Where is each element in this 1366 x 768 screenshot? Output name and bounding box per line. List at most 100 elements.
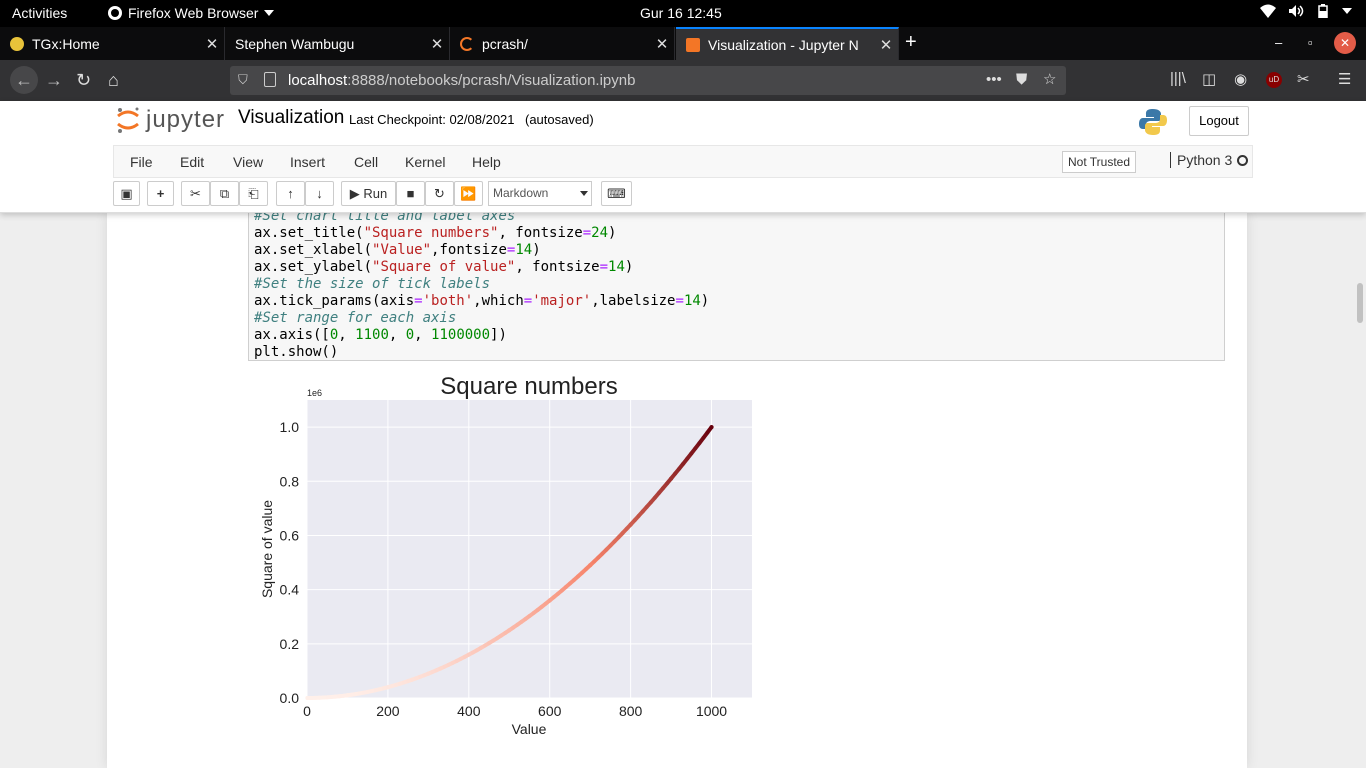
x-tick-label: 1000 [696, 703, 727, 719]
reload-icon[interactable]: ↻ [76, 70, 92, 90]
close-icon[interactable]: ✕ [205, 35, 219, 53]
data-point [547, 598, 552, 603]
notebook-name[interactable]: Visualization [238, 107, 345, 128]
y-tick-label: 0.2 [280, 636, 300, 652]
browser-nav-bar: ← → ↻ ⌂ ⛉ localhost:8888/notebooks/pcras… [0, 60, 1366, 101]
jupyter-favicon-icon [460, 36, 474, 51]
code-editor[interactable]: #Set chart title and label axes ax.set_t… [254, 210, 710, 360]
url-bar[interactable]: ⛉ localhost:8888/notebooks/pcrash/Visual… [230, 66, 1066, 95]
extension-icon[interactable]: ✂ [1297, 71, 1310, 88]
account-icon[interactable]: ◉ [1234, 71, 1248, 88]
close-icon[interactable]: ✕ [655, 35, 669, 53]
page-info-icon[interactable] [264, 72, 276, 87]
cell-type-select[interactable]: Markdown [488, 181, 592, 206]
y-tick-label: 0.6 [280, 527, 300, 543]
window-close-icon[interactable]: ✕ [1334, 32, 1356, 54]
data-point [385, 685, 390, 690]
jupyter-header: jupyter Visualization Last Checkpoint: 0… [0, 101, 1366, 213]
clock[interactable]: Gur 16 12:45 [640, 5, 722, 21]
bookmark-star-icon[interactable]: ☆ [1043, 71, 1057, 88]
menu-help[interactable]: Help [472, 154, 501, 170]
trust-button[interactable]: Not Trusted [1062, 151, 1137, 173]
menu-file[interactable]: File [130, 154, 153, 170]
checkpoint-status: Last Checkpoint: 02/08/2021 [349, 112, 515, 127]
forward-arrow-icon[interactable]: → [45, 70, 63, 90]
data-point [345, 693, 350, 698]
cell-type-value: Markdown [493, 186, 549, 200]
minimize-icon[interactable]: – [1275, 35, 1283, 50]
url-text: localhost:8888/notebooks/pcrash/Visualiz… [288, 72, 636, 89]
python-logo-icon [1139, 109, 1167, 135]
x-tick-label: 200 [376, 703, 400, 719]
code-line: ax.tick_params(axis='both',which='major'… [254, 293, 710, 309]
chart-title: Square numbers [440, 373, 617, 400]
back-arrow-icon[interactable]: ← [10, 66, 38, 94]
tab-title: Visualization - Jupyter N [708, 36, 859, 53]
y-tick-label: 1.0 [280, 419, 300, 435]
hamburger-menu-icon[interactable]: ☰ [1338, 71, 1352, 88]
tab-pcrash[interactable]: pcrash/ ✕ [450, 27, 675, 60]
sidebar-icon[interactable]: ◫ [1202, 71, 1217, 88]
activities-button[interactable]: Activities [12, 5, 68, 21]
grid [306, 400, 752, 699]
pocket-icon[interactable]: ⛊ [1016, 71, 1028, 88]
data-series [305, 425, 714, 700]
save-icon[interactable]: ▣ [113, 181, 140, 206]
page-actions-icon[interactable]: ••• [986, 71, 1002, 88]
code-cell[interactable]: #Set chart title and label axes ax.set_t… [248, 209, 1225, 361]
copy-icon[interactable]: ⧉ [210, 181, 239, 206]
new-tab-button[interactable]: + [905, 31, 917, 53]
system-tray[interactable] [1260, 4, 1352, 18]
play-icon: ▶ [349, 186, 360, 201]
chart-output: Square numbers 1e6 0 200 400 600 800 10000.00… [259, 373, 752, 737]
logout-button[interactable]: Logout [1189, 106, 1249, 136]
x-tick-label: 400 [457, 703, 481, 719]
jupyter-logo[interactable]: jupyter [116, 106, 225, 134]
restart-icon[interactable]: ↻ [425, 181, 454, 206]
close-icon[interactable]: ✕ [430, 35, 444, 53]
run-button[interactable]: ▶ Run [341, 181, 396, 206]
menu-view[interactable]: View [233, 154, 264, 170]
y-axis-label: Square of value [259, 500, 275, 598]
kernel-name: Python 3 [1170, 152, 1232, 168]
autosave-status: (autosaved) [525, 112, 594, 127]
battery-icon [1318, 4, 1328, 18]
y-tick-label: 0.8 [280, 473, 300, 489]
cut-icon[interactable]: ✂ [181, 181, 210, 206]
firefox-icon [108, 6, 122, 20]
data-point [305, 695, 310, 700]
stop-icon[interactable]: ■ [396, 181, 425, 206]
menu-insert[interactable]: Insert [290, 154, 326, 170]
menu-kernel[interactable]: Kernel [405, 154, 446, 170]
shield-icon[interactable]: ⛉ [238, 72, 248, 87]
data-point [628, 522, 633, 527]
move-up-icon[interactable]: ↑ [276, 181, 305, 206]
insert-cell-icon[interactable]: + [147, 181, 174, 206]
home-icon[interactable]: ⌂ [108, 70, 119, 90]
tab-tgx-home[interactable]: TGx:Home ✕ [0, 27, 225, 60]
volume-icon [1289, 5, 1304, 17]
page-scrollbar[interactable] [1355, 213, 1366, 768]
tab-stephen-wambugu[interactable]: Stephen Wambugu ✕ [225, 27, 450, 60]
menu-edit[interactable]: Edit [180, 154, 205, 170]
menu-cell[interactable]: Cell [354, 154, 379, 170]
tab-title: Stephen Wambugu [235, 35, 355, 52]
keyboard-icon[interactable]: ⌨ [601, 181, 632, 206]
x-tick-label: 800 [619, 703, 643, 719]
close-icon[interactable]: ✕ [879, 36, 893, 54]
fast-forward-icon[interactable]: ⏩ [454, 181, 483, 206]
tab-visualization[interactable]: Visualization - Jupyter N ✕ [676, 27, 899, 60]
tick-labels: 0 200 400 600 800 1000 0.0 0.2 0.4 0.6 0.8 1.0 [280, 419, 728, 719]
maximize-icon[interactable]: ▫ [1308, 35, 1313, 50]
paste-icon[interactable]: ⎗ [239, 181, 268, 206]
app-menu[interactable]: Firefox Web Browser [108, 5, 275, 21]
move-down-icon[interactable]: ↓ [305, 181, 334, 206]
y-offset-text: 1e6 [307, 388, 322, 398]
library-icon[interactable]: |||\ [1170, 70, 1186, 87]
ublock-icon[interactable]: uD [1266, 72, 1282, 88]
system-top-bar: Activities Firefox Web Browser Gur 16 12… [0, 0, 1366, 27]
notebook-favicon-icon [686, 37, 700, 52]
scrollbar-thumb[interactable] [1357, 283, 1363, 323]
code-line: #Set range for each axis [254, 310, 457, 326]
chevron-down-icon [264, 10, 275, 16]
